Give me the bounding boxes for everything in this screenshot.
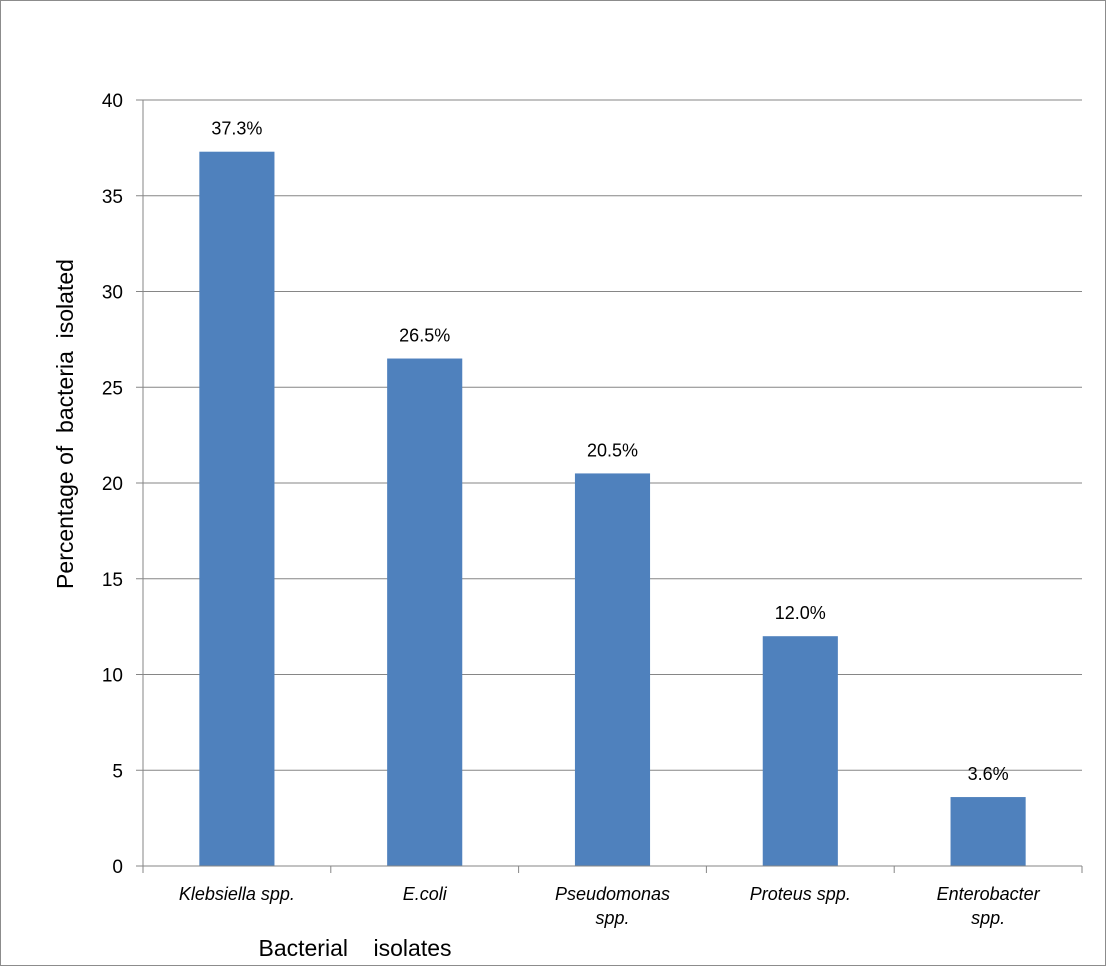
bar [762,636,838,866]
data-label: 37.3% [211,119,262,139]
bar [199,151,275,866]
data-label: 20.5% [587,440,638,460]
y-tick-label: 5 [112,761,123,782]
x-category-label: Enterobacter [937,884,1041,904]
axes [136,99,1083,873]
bar [574,473,651,866]
x-category-label: spp. [971,908,1005,928]
x-category-label: Proteus spp. [750,884,851,904]
x-category-label: Klebsiella spp. [179,884,295,904]
bar [387,358,463,866]
bar [950,797,1026,866]
data-label: 26.5% [399,326,450,346]
y-tick-label: 0 [112,857,123,878]
y-tick-labels: 0 5 10 15 20 25 30 35 40 [102,91,123,878]
data-label: 3.6% [968,764,1009,784]
data-labels: 37.3% 26.5% 20.5% 12.0% 3.6% [211,119,1008,784]
y-axis-title: Percentage of bacteria isolated [52,259,78,589]
y-tick-label: 20 [102,474,123,495]
gridlines [143,99,1082,771]
y-tick-label: 25 [102,378,123,399]
y-tick-label: 35 [102,187,123,208]
x-category-label: E.coli [403,884,448,904]
y-tick-label: 30 [102,283,123,304]
y-tick-label: 10 [102,666,123,687]
x-category-label: Pseudomonas [555,884,670,904]
x-category-label: spp. [595,908,629,928]
data-label: 12.0% [775,603,826,623]
x-category-labels: Klebsiella spp. E.coli Pseudomonas spp. Prot… [179,884,1041,928]
x-axis-title: Bacterial isolates [258,935,451,961]
y-tick-label: 40 [102,91,123,112]
bars [199,151,1026,866]
y-tick-label: 15 [102,570,123,591]
